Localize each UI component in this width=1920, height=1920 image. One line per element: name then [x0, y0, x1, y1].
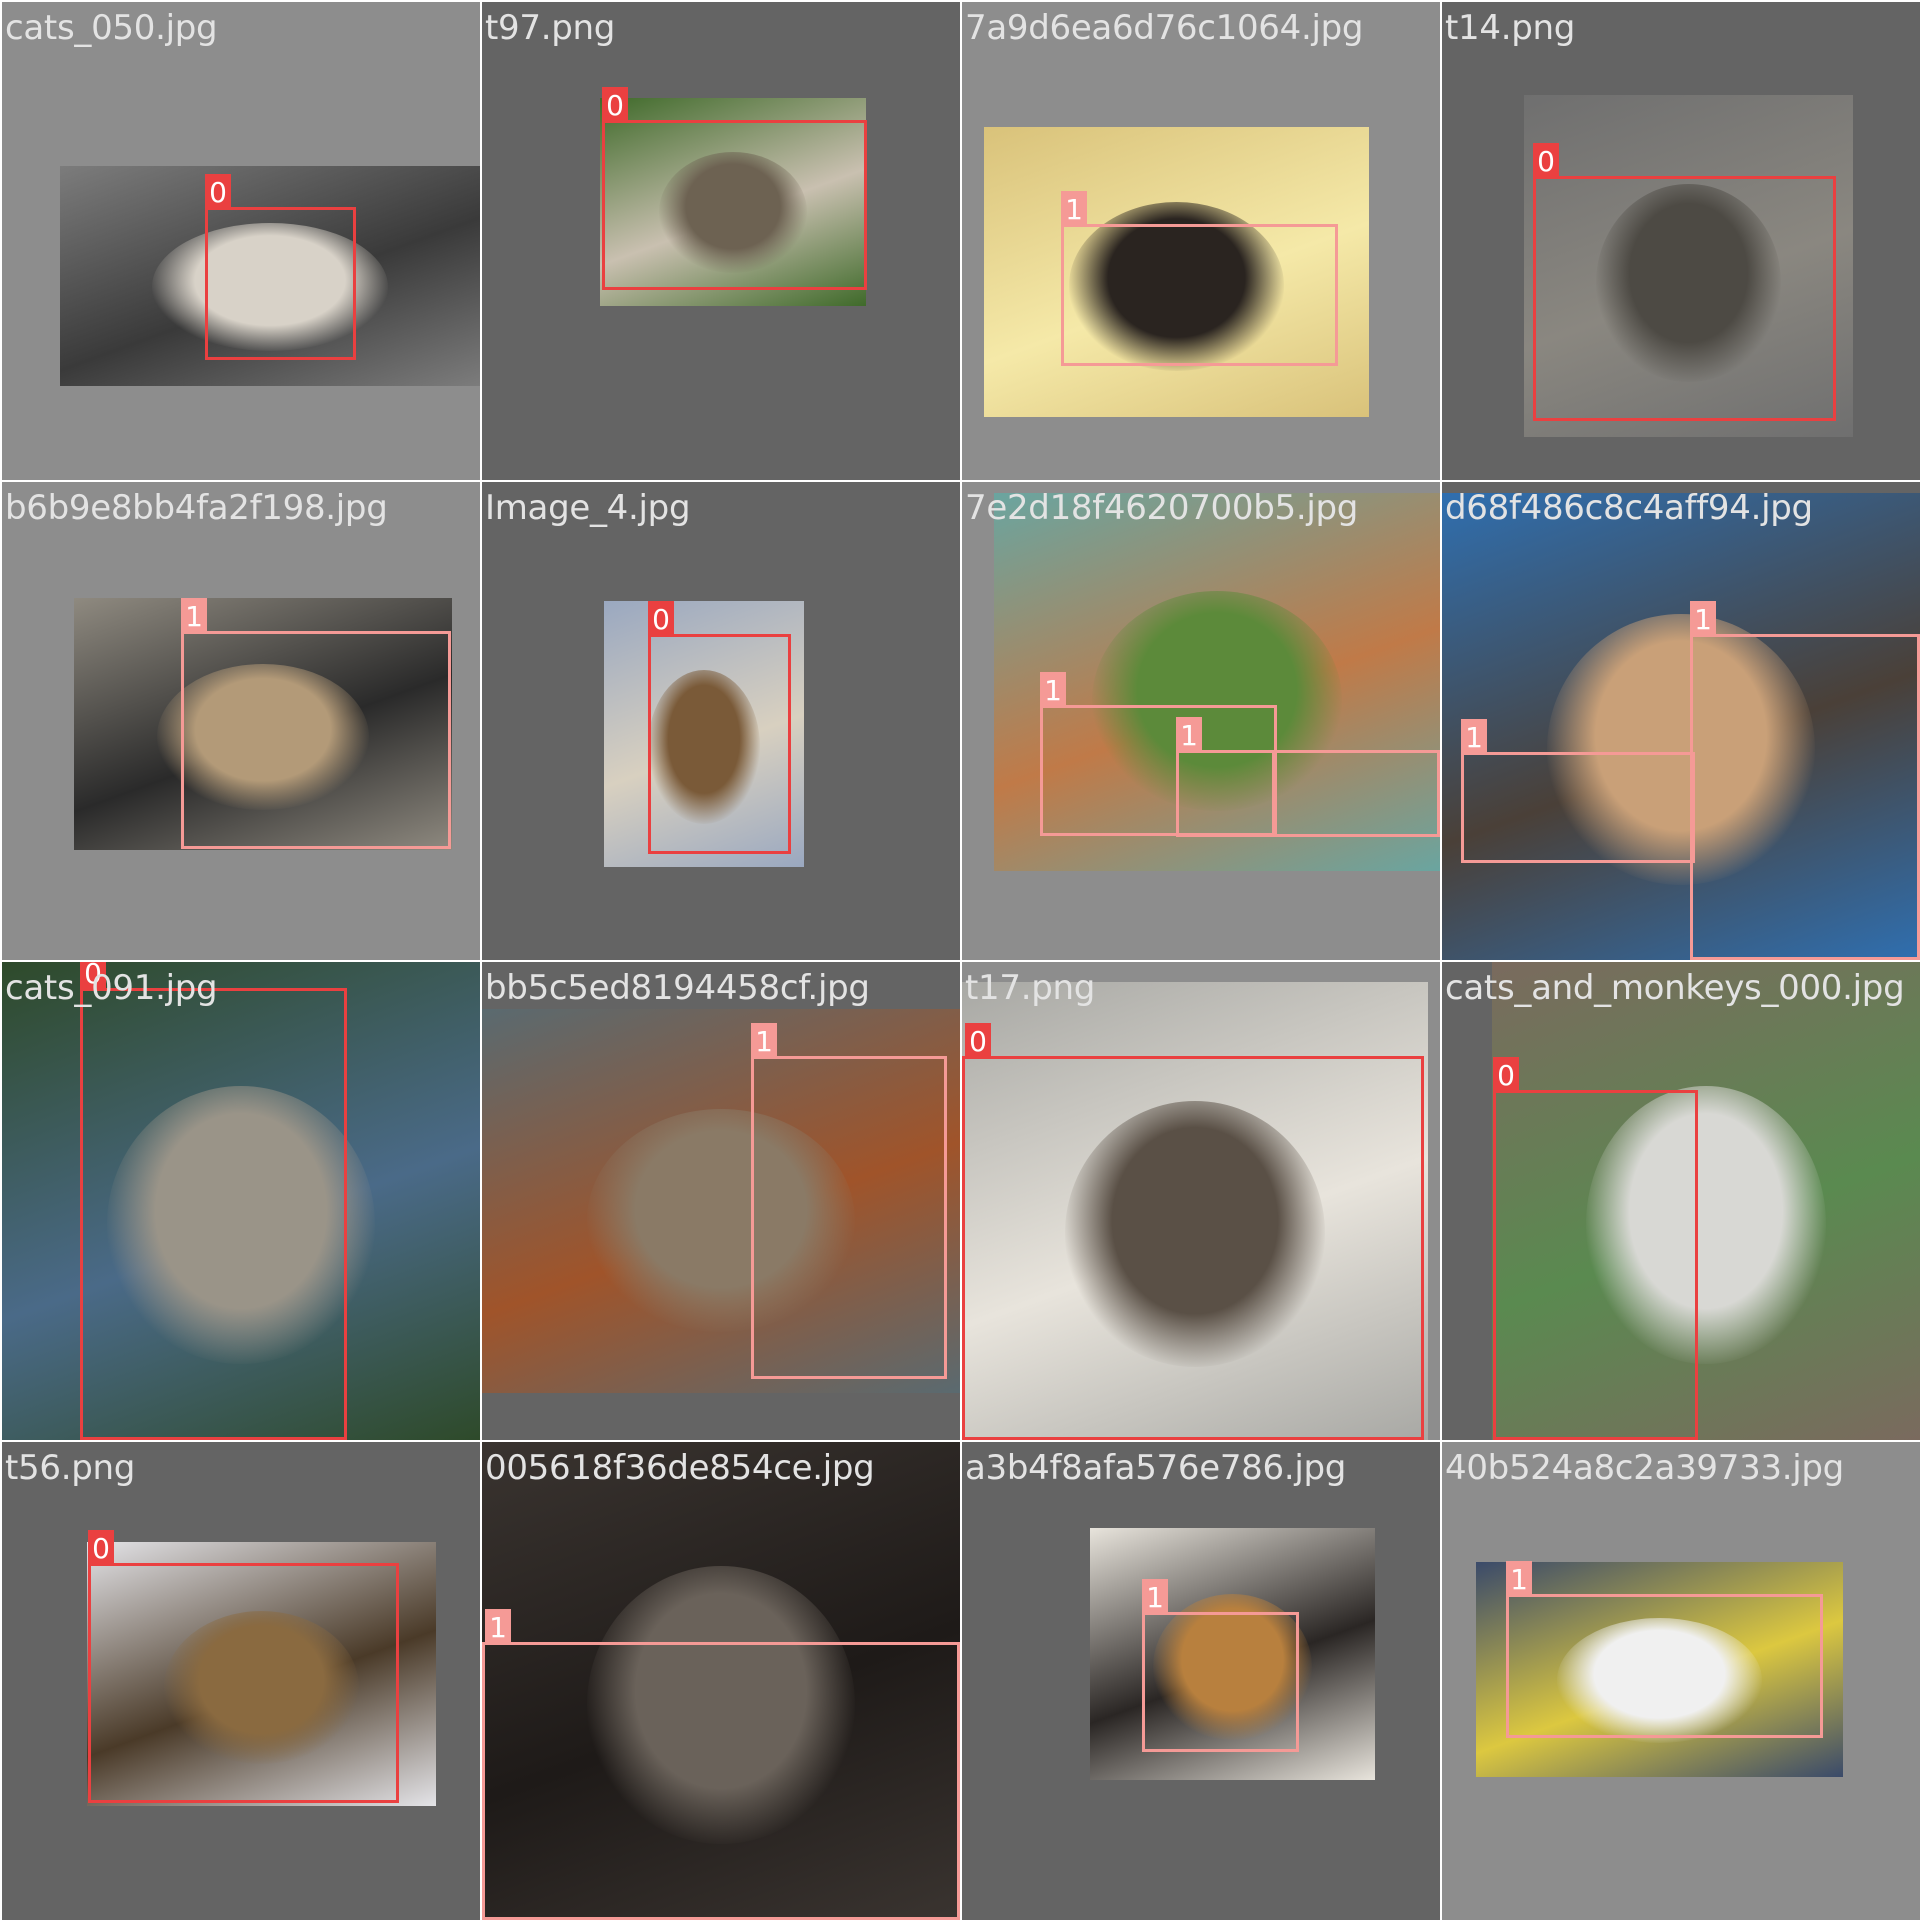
photo-thumbnail: [60, 166, 480, 386]
class-label: 0: [648, 601, 674, 637]
photo-thumbnail: [482, 1442, 960, 1920]
class-label: 0: [80, 962, 106, 991]
bounding-box: 0: [205, 174, 356, 360]
photo-subject: [1068, 202, 1285, 371]
photo-thumbnail: [1492, 962, 1920, 1440]
image-filename: 7e2d18f4620700b5.jpg: [965, 488, 1359, 528]
image-tile: 1 40b524a8c2a39733.jpg: [1442, 1442, 1920, 1920]
photo-subject: [1596, 183, 1781, 383]
bounding-box: 0: [88, 1530, 399, 1803]
class-label: 0: [602, 87, 628, 123]
image-filename: cats_050.jpg: [5, 8, 218, 48]
photo-thumbnail: [604, 601, 804, 867]
image-filename: b6b9e8bb4fa2f198.jpg: [5, 488, 388, 528]
image-tile: 0 Image_4.jpg: [482, 482, 960, 960]
bounding-box: 1: [1506, 1561, 1823, 1738]
photo-subject: [1556, 1617, 1763, 1743]
bounding-box: 0: [962, 1023, 1424, 1440]
photo-subject: [1064, 1101, 1326, 1367]
bounding-box: 0: [1533, 143, 1836, 421]
photo-thumbnail: [482, 1009, 960, 1393]
image-filename: a3b4f8afa576e786.jpg: [965, 1448, 1347, 1488]
class-label: 1: [1506, 1561, 1532, 1597]
image-tile: 1 1 1 7e2d18f4620700b5.jpg: [962, 482, 1440, 960]
image-filename: 005618f36de854ce.jpg: [485, 1448, 875, 1488]
image-tile: 0 cats_050.jpg: [2, 2, 480, 480]
class-label: 0: [965, 1023, 991, 1059]
image-filename: 40b524a8c2a39733.jpg: [1445, 1448, 1844, 1488]
bounding-box: 1: [1690, 601, 1920, 960]
bounding-box: 1: [751, 1023, 947, 1379]
photo-thumbnail: [994, 493, 1440, 871]
class-label: 1: [1176, 717, 1202, 753]
image-tile: 0 t97.png: [482, 2, 960, 480]
photo-subject: [1092, 591, 1342, 811]
image-filename: d68f486c8c4aff94.jpg: [1445, 488, 1813, 528]
bounding-box: 1: [1461, 719, 1695, 863]
photo-subject: [152, 223, 388, 351]
image-tile: 0 cats_091.jpg: [2, 962, 480, 1440]
photo-thumbnail: [87, 1542, 436, 1806]
image-filename: t17.png: [965, 968, 1096, 1008]
bounding-box: 1: [1061, 191, 1338, 366]
photo-subject: [163, 1610, 360, 1764]
class-label: 0: [1493, 1057, 1519, 1093]
image-tile: 0 t56.png: [2, 1442, 480, 1920]
class-label: 1: [181, 598, 207, 634]
image-filename: bb5c5ed8194458cf.jpg: [485, 968, 870, 1008]
image-tile: 1 b6b9e8bb4fa2f198.jpg: [2, 482, 480, 960]
photo-thumbnail: [600, 98, 866, 306]
image-filename: 7a9d6ea6d76c1064.jpg: [965, 8, 1364, 48]
bounding-box: 0: [648, 601, 791, 854]
image-tile: 1 005618f36de854ce.jpg: [482, 1442, 960, 1920]
class-label: 1: [1461, 719, 1487, 755]
photo-thumbnail: [1090, 1528, 1375, 1780]
bounding-box: 0: [1493, 1057, 1698, 1440]
class-label: 1: [751, 1023, 777, 1059]
bounding-box: 1: [181, 598, 451, 849]
image-filename: t14.png: [1445, 8, 1576, 48]
class-label: 0: [88, 1530, 114, 1566]
photo-subject: [107, 1086, 375, 1364]
bounding-box: 1: [482, 1609, 960, 1920]
photo-subject: [1547, 614, 1815, 886]
bounding-box: 1: [1142, 1579, 1299, 1752]
photo-thumbnail: [1524, 95, 1853, 437]
image-tile: 0 t17.png: [962, 962, 1440, 1440]
photo-subject: [1152, 1593, 1313, 1740]
photo-thumbnail: [1442, 493, 1920, 960]
photo-subject: [1586, 1086, 1826, 1364]
image-tile: 1 bb5c5ed8194458cf.jpg: [482, 962, 960, 1440]
image-tile: 0 t14.png: [1442, 2, 1920, 480]
image-filename: Image_4.jpg: [485, 488, 691, 528]
photo-thumbnail: [984, 127, 1369, 417]
image-tile: 1 7a9d6ea6d76c1064.jpg: [962, 2, 1440, 480]
class-label: 1: [1040, 672, 1066, 708]
class-label: 0: [205, 174, 231, 210]
image-filename: cats_and_monkeys_000.jpg: [1445, 968, 1905, 1008]
class-label: 0: [1533, 143, 1559, 179]
bounding-box: 1: [1272, 750, 1440, 837]
photo-subject: [587, 1108, 855, 1332]
photo-thumbnail: [1476, 1562, 1843, 1777]
photo-subject: [587, 1566, 855, 1844]
photo-subject: [157, 663, 369, 810]
bounding-box: 0: [602, 87, 867, 290]
photo-thumbnail: [74, 598, 452, 850]
image-filename: t97.png: [485, 8, 616, 48]
photo-subject: [658, 152, 808, 273]
photo-subject: [648, 670, 760, 825]
class-label: 1: [485, 1609, 511, 1645]
image-filename: t56.png: [5, 1448, 136, 1488]
image-tile: 1 a3b4f8afa576e786.jpg: [962, 1442, 1440, 1920]
class-label: 1: [1690, 601, 1716, 637]
class-label: 1: [1142, 1579, 1168, 1615]
image-filename: cats_091.jpg: [5, 968, 218, 1008]
bounding-box: 0: [80, 962, 347, 1440]
class-label: 1: [1061, 191, 1087, 227]
image-tile: 0 cats_and_monkeys_000.jpg: [1442, 962, 1920, 1440]
bounding-box: 1: [1040, 672, 1277, 836]
image-tile: 1 1 d68f486c8c4aff94.jpg: [1442, 482, 1920, 960]
